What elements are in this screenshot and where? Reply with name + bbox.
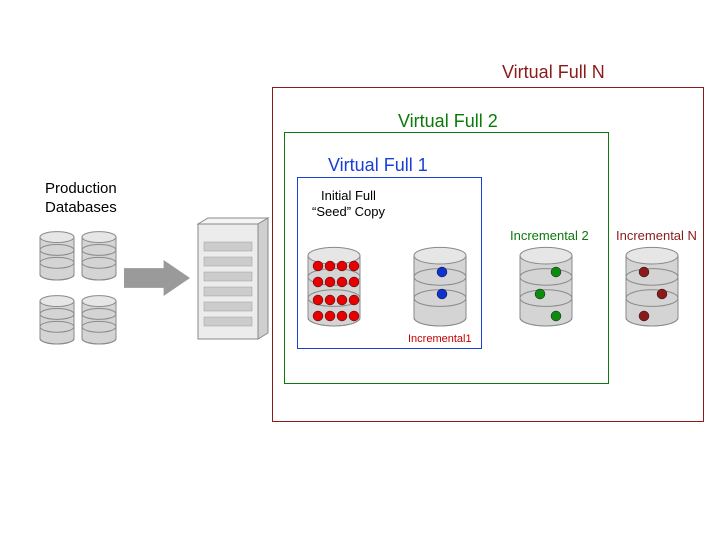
seed-dot: [325, 277, 335, 287]
seed-dot: [337, 277, 347, 287]
seed-dot: [313, 295, 323, 305]
prod-db-2: [82, 232, 116, 280]
seed-dot: [313, 277, 323, 287]
inc1-dot: [437, 267, 447, 277]
seed-dot: [313, 261, 323, 271]
inc2-dot: [551, 311, 561, 321]
inc2-dot: [551, 267, 561, 277]
inc2-cylinder: [520, 247, 572, 326]
seed-dot: [337, 261, 347, 271]
seed-dot: [349, 295, 359, 305]
seed-dot: [325, 261, 335, 271]
prod-db-4: [82, 296, 116, 344]
incN-cylinder: [626, 247, 678, 326]
inc1-cylinder: [414, 247, 466, 326]
seed-dot: [313, 311, 323, 321]
seed-dot: [349, 261, 359, 271]
incN-dot: [657, 289, 667, 299]
arrow-icon: [124, 260, 190, 296]
seed-dot: [337, 311, 347, 321]
incN-dot: [639, 267, 649, 277]
seed-dot: [325, 311, 335, 321]
inc2-dot: [535, 289, 545, 299]
seed-dot: [349, 311, 359, 321]
prod-db-1: [40, 232, 74, 280]
seed-dot: [337, 295, 347, 305]
inc1-dot: [437, 289, 447, 299]
zdlra-server: [198, 218, 268, 339]
prod-db-3: [40, 296, 74, 344]
incN-dot: [639, 311, 649, 321]
seed-dot: [349, 277, 359, 287]
diagram-canvas: [0, 0, 720, 540]
seed-dot: [325, 295, 335, 305]
